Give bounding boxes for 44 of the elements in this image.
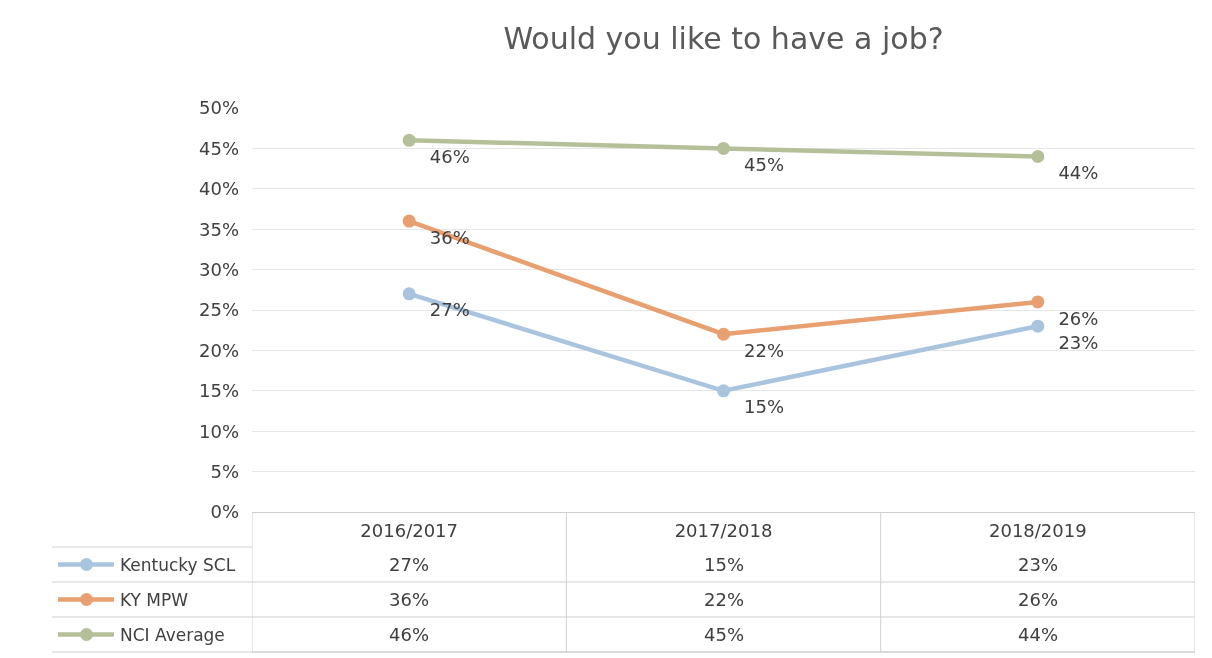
text: 27% (429, 299, 470, 321)
data-label: 27% (389, 554, 430, 575)
legend-label: NCI Average (120, 625, 225, 645)
y-tick-label: 25% (198, 299, 239, 321)
data-label: 46% (389, 624, 430, 645)
point (1031, 319, 1045, 333)
data-label: 26% (1018, 589, 1059, 610)
text: 26% (1058, 307, 1099, 329)
text: 45% (744, 154, 785, 176)
y-tick-label: 15% (198, 380, 239, 402)
legend-label: Kentucky SCL (120, 555, 236, 575)
data-label: 23% (1018, 554, 1059, 575)
text: 46% (429, 145, 470, 167)
point (402, 287, 416, 301)
data-label: 44% (1018, 624, 1059, 645)
point (1031, 149, 1045, 163)
point (402, 133, 416, 147)
x-tick-label: 2016/2017 (360, 519, 459, 541)
x-tick-label: 2017/2018 (674, 519, 773, 541)
y-tick-label: 35% (198, 218, 239, 240)
y-tick-label: 40% (198, 178, 239, 200)
text: 44% (1058, 162, 1099, 184)
y-tick-label: 5% (210, 460, 239, 482)
point (402, 214, 416, 228)
data-label: 36% (389, 589, 430, 610)
text: 23% (1058, 331, 1099, 353)
y-tick-label: 30% (198, 258, 239, 280)
y-tick-label: 10% (198, 420, 239, 442)
point (717, 141, 730, 155)
y-tick-label: 0% (210, 501, 239, 523)
data-label: 22% (704, 589, 745, 610)
point (1031, 295, 1045, 309)
y-tick-label: 45% (198, 137, 239, 159)
text: 15% (744, 396, 785, 418)
point (717, 384, 730, 398)
y-tick-label: 20% (198, 339, 239, 361)
x-tick-label: 2018/2019 (988, 519, 1087, 541)
data-label: 45% (704, 624, 745, 645)
data-label: 15% (704, 554, 745, 575)
point (717, 327, 730, 341)
chart-title: Would you like to have a job? (503, 20, 944, 56)
legend-label: KY MPW (120, 590, 189, 610)
y-tick-label: 50% (198, 97, 239, 119)
text: 22% (744, 339, 785, 361)
